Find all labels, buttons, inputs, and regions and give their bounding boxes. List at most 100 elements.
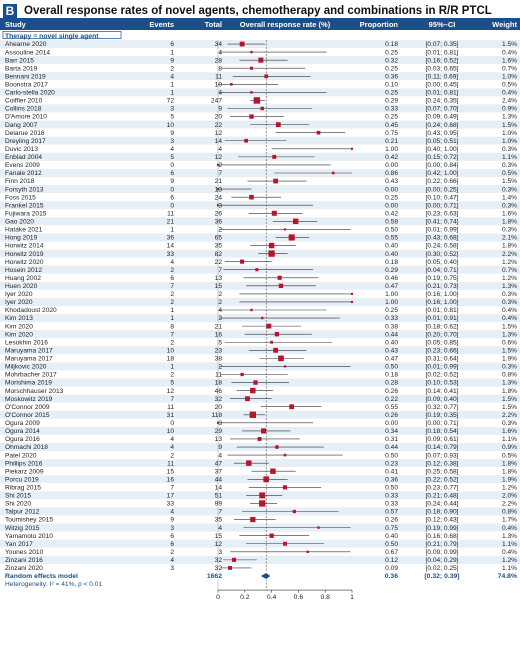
proportion-cell: 0.25 bbox=[385, 307, 398, 314]
study-marker bbox=[283, 541, 287, 546]
ci-cell: [0.19; 0.35] bbox=[426, 412, 459, 419]
weight-cell: 1.0% bbox=[502, 130, 517, 137]
proportion-cell: 0.00 bbox=[385, 186, 398, 193]
weight-cell: 0.3% bbox=[502, 146, 517, 153]
study-name: Assouline 2014 bbox=[5, 49, 50, 56]
proportion-cell: 0.45 bbox=[385, 122, 398, 129]
study-name: Maruyama 2017 bbox=[5, 347, 53, 354]
proportion-cell: 0.00 bbox=[385, 420, 398, 427]
total-cell: 20 bbox=[215, 404, 223, 411]
study-marker bbox=[278, 283, 284, 289]
weight-cell: 0.3% bbox=[502, 202, 517, 209]
events-cell: 17 bbox=[167, 493, 175, 500]
ci-cell: [0.00; 0.71] bbox=[426, 202, 459, 209]
proportion-cell: 0.42 bbox=[385, 210, 398, 217]
weight-cell: 1.2% bbox=[502, 485, 517, 492]
events-cell: 33 bbox=[167, 251, 175, 258]
study-name: Fujiwara 2015 bbox=[5, 210, 47, 217]
events-cell: 5 bbox=[170, 154, 174, 161]
total-cell: 34 bbox=[215, 41, 223, 48]
summary-weight: 74.8% bbox=[498, 573, 517, 580]
proportion-cell: 1.00 bbox=[385, 146, 398, 153]
study-marker bbox=[245, 396, 250, 402]
weight-cell: 1.2% bbox=[502, 557, 517, 564]
total-cell: 14 bbox=[215, 485, 223, 492]
total-cell: 4 bbox=[218, 146, 222, 153]
ci-cell: [0.02; 0.52] bbox=[426, 372, 459, 379]
proportion-cell: 0.40 bbox=[385, 251, 398, 258]
weight-cell: 0.4% bbox=[502, 315, 517, 322]
study-name: Phillips 2016 bbox=[5, 460, 43, 467]
total-cell: 12 bbox=[215, 130, 223, 137]
study-marker bbox=[259, 492, 266, 499]
total-cell: 28 bbox=[215, 57, 223, 64]
proportion-cell: 0.58 bbox=[385, 219, 398, 226]
study-name: Bennani 2019 bbox=[5, 73, 46, 80]
study-marker bbox=[277, 275, 282, 280]
table-row-bg bbox=[0, 144, 520, 153]
weight-cell: 1.3% bbox=[502, 114, 517, 121]
ci-cell: [0.43; 0.68] bbox=[426, 235, 459, 242]
total-cell: 11 bbox=[215, 73, 222, 80]
study-marker bbox=[259, 500, 266, 507]
total-cell: 2 bbox=[218, 364, 222, 371]
events-cell: 6 bbox=[170, 541, 174, 548]
study-marker bbox=[246, 460, 252, 466]
column-header: Proportion bbox=[360, 20, 399, 29]
weight-cell: 0.7% bbox=[502, 267, 517, 274]
weight-cell: 1.3% bbox=[502, 283, 517, 290]
proportion-cell: 0.23 bbox=[385, 460, 398, 467]
proportion-cell: 0.33 bbox=[385, 106, 398, 113]
ci-cell: [0.24; 0.44] bbox=[426, 501, 459, 508]
study-name: Shi 2020 bbox=[5, 501, 31, 508]
study-marker bbox=[240, 372, 244, 377]
study-name: Barr 2015 bbox=[5, 57, 34, 64]
study-name: Finn 2018 bbox=[5, 178, 35, 185]
study-marker bbox=[292, 218, 299, 225]
study-name: Foss 2015 bbox=[5, 194, 36, 201]
total-cell: 51 bbox=[215, 493, 223, 500]
weight-cell: 1.1% bbox=[502, 154, 517, 161]
study-marker bbox=[283, 453, 287, 457]
study-marker bbox=[253, 380, 258, 385]
ci-cell: [0.01; 0.91] bbox=[426, 315, 459, 322]
ci-cell: [0.16; 1.00] bbox=[426, 299, 459, 306]
weight-cell: 1.5% bbox=[502, 178, 517, 185]
events-cell: 6 bbox=[170, 170, 174, 177]
ci-cell: [0.04; 0.71] bbox=[426, 267, 459, 274]
events-cell: 2 bbox=[170, 549, 174, 556]
summary-diamond bbox=[260, 572, 271, 579]
ci-cell: [0.01; 0.81] bbox=[426, 90, 459, 97]
study-name: O'Connor 2015 bbox=[5, 412, 50, 419]
study-marker bbox=[239, 41, 245, 47]
study-name: Piekarz 2009 bbox=[5, 468, 44, 475]
weight-cell: 1.7% bbox=[502, 517, 517, 524]
weight-cell: 0.3% bbox=[502, 364, 517, 371]
study-name: Horwitz 2019 bbox=[5, 251, 44, 258]
total-cell: 32 bbox=[215, 565, 223, 572]
study-name: Barta 2019 bbox=[5, 65, 38, 72]
events-cell: 7 bbox=[170, 283, 174, 290]
ci-cell: [0.03; 0.65] bbox=[426, 65, 459, 72]
events-cell: 2 bbox=[170, 339, 174, 346]
ci-cell: [0.19; 0.99] bbox=[426, 525, 459, 532]
study-marker bbox=[232, 557, 237, 562]
events-cell: 2 bbox=[170, 452, 174, 459]
study-marker bbox=[250, 516, 256, 523]
events-cell: 1 bbox=[170, 49, 174, 56]
total-cell: 32 bbox=[215, 396, 223, 403]
ci-cell: [0.15; 0.72] bbox=[426, 154, 459, 161]
proportion-cell: 0.55 bbox=[385, 404, 398, 411]
total-cell: 38 bbox=[215, 356, 223, 363]
ci-cell: [0.23; 0.63] bbox=[426, 210, 459, 217]
events-cell: 72 bbox=[167, 98, 175, 105]
weight-cell: 1.2% bbox=[502, 259, 517, 266]
table-row-bg bbox=[0, 233, 520, 242]
weight-cell: 1.6% bbox=[502, 428, 517, 435]
column-header: Weight bbox=[492, 20, 517, 29]
study-name: Dang 2007 bbox=[5, 122, 38, 129]
total-cell: 7 bbox=[218, 267, 222, 274]
proportion-cell: 0.55 bbox=[385, 235, 398, 242]
total-cell: 9 bbox=[218, 444, 222, 451]
proportion-cell: 0.50 bbox=[385, 541, 398, 548]
